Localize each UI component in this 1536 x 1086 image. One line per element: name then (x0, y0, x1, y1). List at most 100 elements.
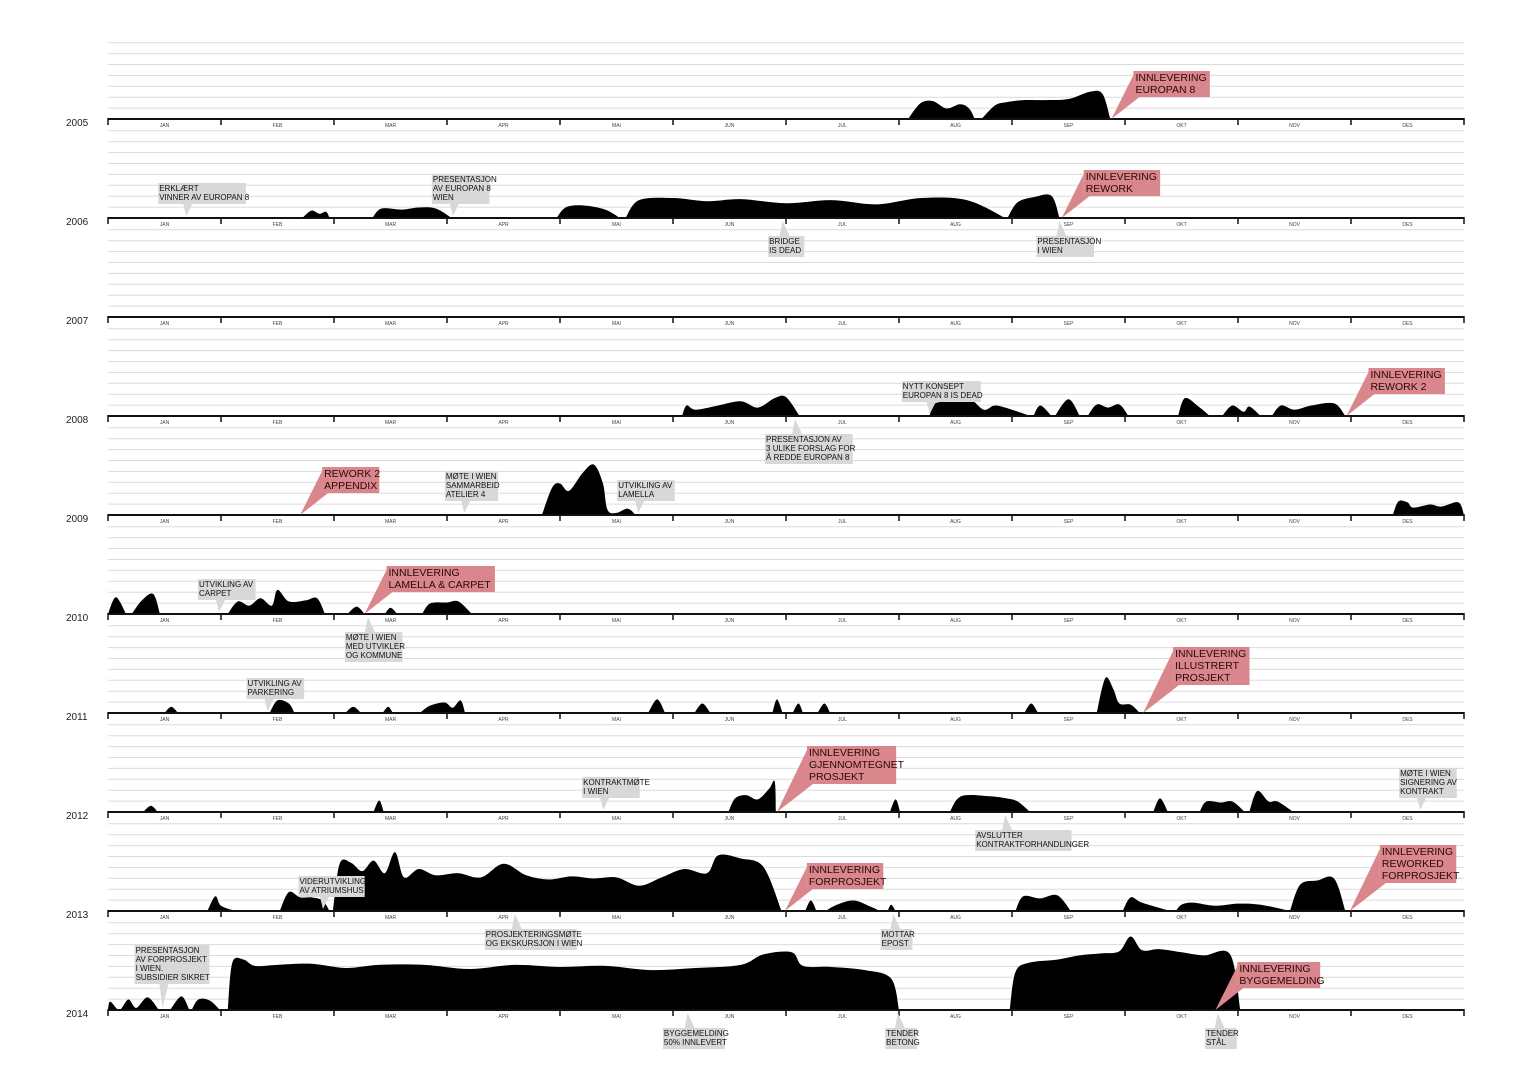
callout-text: PROSJEKT (809, 771, 865, 783)
callout-text: MØTE I WIEN (446, 472, 497, 481)
month-label: JUL (838, 420, 847, 426)
month-label: JUL (838, 321, 847, 327)
callout-box (880, 929, 913, 950)
callout-text: INNLEVERING (389, 567, 460, 579)
callout-pointer (511, 914, 522, 929)
callout-text: PRESENTASJON (433, 175, 497, 184)
callout-box (1368, 368, 1445, 394)
month-label: SEP (1063, 717, 1074, 723)
activity-area (332, 852, 782, 911)
callout-box (901, 381, 981, 402)
month-label: MAI (612, 321, 621, 327)
callout-pointer (600, 798, 610, 810)
activity-area (1271, 402, 1346, 416)
callout-pointer (319, 897, 329, 909)
callout-text: 50% INNLEVERT (664, 1038, 727, 1047)
callout-text: FORPROSJEKT (1382, 870, 1460, 882)
activity-area (908, 100, 975, 119)
callout-text: AV EUROPAN 8 (433, 184, 491, 193)
month-label: OKT (1176, 321, 1186, 327)
month-label: APR (498, 618, 509, 624)
month-label: AUG (950, 717, 961, 723)
month-label: MAI (612, 618, 621, 624)
month-label: APR (498, 420, 509, 426)
callout-text: PROSJEKT (1175, 672, 1231, 684)
callout-pointer (894, 1013, 905, 1028)
callout-text: BYGGEMELDING (1239, 975, 1324, 987)
callout-text: CARPET (199, 589, 232, 598)
month-label: JAN (160, 618, 170, 624)
month-label: NOV (1289, 321, 1301, 327)
callout-pointer (300, 471, 329, 515)
month-label: DES (1402, 816, 1413, 822)
month-label: SEP (1063, 1014, 1074, 1020)
year-label: 2009 (66, 514, 89, 525)
callout-text: MØTE I WIEN (1400, 769, 1451, 778)
activity-area (164, 706, 179, 713)
activity-area (728, 780, 776, 812)
activity-area (227, 951, 899, 1010)
activity-area (347, 606, 365, 614)
callout-text: INNLEVERING (1175, 648, 1246, 660)
activity-area (1096, 677, 1140, 713)
callout-text: STÅL (1206, 1038, 1227, 1047)
month-label: APR (498, 717, 509, 723)
month-label: MAR (385, 519, 397, 525)
callout-text: KONTRAKT (1400, 787, 1444, 796)
activity-area (1024, 703, 1038, 713)
activity-area (422, 600, 472, 614)
callout-pointer (792, 419, 803, 434)
callout-text: REWORK (1086, 183, 1133, 195)
month-label: SEP (1063, 816, 1074, 822)
activity-area (1009, 936, 1241, 1010)
month-label: AUG (950, 321, 961, 327)
callout-text: UTVIKLING AV (618, 481, 673, 490)
month-label: JUN (725, 123, 735, 129)
activity-area (1122, 897, 1171, 911)
callout-text: UTVIKLING AV (248, 679, 303, 688)
callout-box (806, 746, 897, 784)
activity-area (1007, 194, 1060, 218)
callout-pointer (784, 867, 813, 911)
month-label: JUN (725, 321, 735, 327)
activity-area (345, 706, 362, 713)
activity-area (887, 904, 896, 911)
callout-box (885, 1028, 917, 1049)
month-label: NOV (1289, 222, 1301, 228)
month-label: AUG (950, 420, 961, 426)
month-label: MAI (612, 816, 621, 822)
callout-pointer (1349, 849, 1386, 911)
month-label: MAI (612, 123, 621, 129)
month-label: AUG (950, 222, 961, 228)
month-label: FEB (273, 717, 283, 723)
month-label: MAR (385, 717, 397, 723)
month-label: NOV (1289, 1014, 1301, 1020)
callout-text: BYGGEMELDING (664, 1029, 729, 1038)
month-label: DES (1402, 222, 1413, 228)
month-label: AUG (950, 618, 961, 624)
callout-pointer (364, 617, 375, 632)
callout-box (158, 183, 246, 204)
callout-pointer (890, 914, 901, 929)
month-label: MAR (385, 915, 397, 921)
activity-area (772, 699, 783, 713)
month-label: NOV (1289, 519, 1301, 525)
callout-text: NYTT KONSEPT (903, 382, 964, 391)
activity-area (207, 896, 236, 911)
callout-text: OG EKSKURSJON I WIEN (486, 939, 583, 948)
activity-area (227, 589, 325, 614)
month-label: DES (1402, 519, 1413, 525)
callout-pointer (684, 1013, 695, 1028)
callout-text: INNLEVERING (809, 864, 880, 876)
activity-area (825, 900, 880, 911)
callout-text: AV FORPROSJEKT (136, 955, 208, 964)
month-label: JAN (160, 222, 170, 228)
month-label: JUL (838, 1014, 847, 1020)
